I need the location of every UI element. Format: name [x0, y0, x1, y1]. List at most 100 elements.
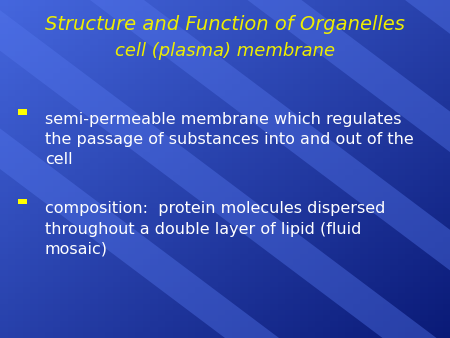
Bar	[428, 118, 435, 124]
Bar	[143, 135, 150, 141]
Bar	[420, 68, 428, 73]
Bar	[248, 141, 255, 146]
Bar	[120, 293, 127, 298]
Bar	[68, 186, 75, 192]
Bar	[360, 113, 368, 118]
Bar	[120, 163, 127, 169]
Bar	[82, 293, 90, 298]
Bar	[315, 315, 323, 321]
Bar	[195, 197, 202, 203]
Bar	[217, 310, 225, 315]
Bar	[172, 209, 180, 214]
Bar	[143, 129, 150, 135]
Bar	[15, 118, 22, 124]
Bar	[338, 96, 345, 101]
Bar	[165, 62, 172, 68]
Bar	[22, 287, 30, 293]
Bar	[180, 287, 188, 293]
Bar	[45, 175, 53, 180]
Bar	[15, 169, 22, 175]
Bar	[127, 152, 135, 158]
Bar	[413, 192, 420, 197]
Bar	[60, 96, 68, 101]
Bar	[405, 298, 413, 304]
Bar	[225, 158, 233, 163]
Bar	[158, 17, 165, 23]
Bar	[82, 248, 90, 254]
Bar	[420, 118, 428, 124]
Bar	[75, 17, 82, 23]
Bar	[158, 332, 165, 338]
Bar	[30, 248, 37, 254]
Bar	[255, 310, 262, 315]
Bar	[98, 209, 105, 214]
Bar	[45, 73, 53, 79]
Bar	[405, 254, 413, 259]
Bar	[165, 158, 172, 163]
Bar	[172, 113, 180, 118]
Bar	[390, 242, 397, 248]
Bar	[338, 304, 345, 310]
Bar	[120, 141, 127, 146]
Bar	[255, 84, 262, 90]
Bar	[22, 28, 30, 34]
Bar	[0, 203, 8, 209]
Bar	[90, 186, 98, 192]
Bar	[248, 293, 255, 298]
Bar	[382, 197, 390, 203]
Bar	[233, 0, 240, 6]
Bar	[330, 96, 338, 101]
Bar	[60, 287, 68, 293]
Bar	[442, 248, 450, 254]
Bar	[22, 68, 30, 73]
Bar	[112, 237, 120, 242]
Bar	[37, 209, 45, 214]
Bar	[30, 107, 37, 113]
Bar	[15, 40, 22, 45]
Bar	[428, 175, 435, 180]
Bar	[217, 180, 225, 186]
Bar	[233, 332, 240, 338]
Bar	[22, 163, 30, 169]
Bar	[165, 192, 172, 197]
Bar	[405, 6, 413, 11]
Bar	[195, 282, 202, 287]
Bar	[8, 118, 15, 124]
Bar	[435, 28, 442, 34]
Bar	[158, 45, 165, 51]
Bar	[8, 192, 15, 197]
Bar	[195, 129, 202, 135]
Bar	[225, 265, 233, 270]
Bar	[53, 310, 60, 315]
Bar	[428, 107, 435, 113]
Bar	[360, 79, 368, 84]
Bar	[15, 152, 22, 158]
Bar	[375, 180, 382, 186]
Bar	[112, 186, 120, 192]
Bar	[143, 321, 150, 327]
Bar	[75, 186, 82, 192]
Bar	[405, 40, 413, 45]
Bar	[330, 17, 338, 23]
Bar	[375, 327, 382, 332]
Bar	[270, 45, 278, 51]
Bar	[105, 310, 112, 315]
Bar	[120, 242, 127, 248]
Bar	[307, 6, 315, 11]
Bar	[360, 107, 368, 113]
Bar	[360, 310, 368, 315]
Bar	[315, 175, 323, 180]
Bar	[405, 68, 413, 73]
Bar	[105, 209, 112, 214]
Text: semi-permeable membrane which regulates
the passage of substances into and out o: semi-permeable membrane which regulates …	[45, 112, 414, 167]
Bar	[368, 248, 375, 254]
Bar	[158, 146, 165, 152]
Bar	[210, 321, 217, 327]
Bar	[352, 152, 360, 158]
Bar	[270, 73, 278, 79]
Text: composition:  protein molecules dispersed
throughout a double layer of lipid (fl: composition: protein molecules dispersed…	[45, 201, 385, 257]
Bar	[105, 129, 112, 135]
Bar	[82, 141, 90, 146]
Bar	[15, 175, 22, 180]
Bar	[413, 68, 420, 73]
